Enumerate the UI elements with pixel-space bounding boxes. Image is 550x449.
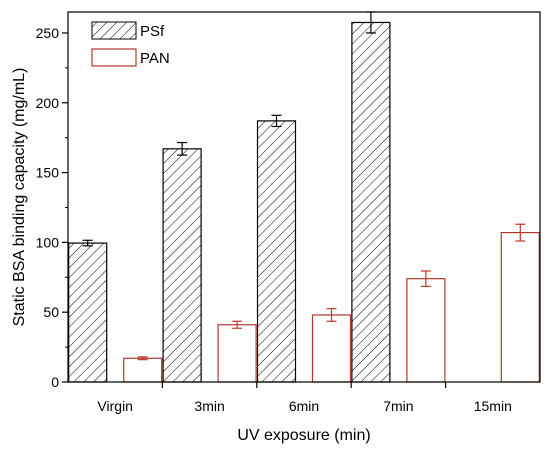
error-bars-layer (82, 11, 526, 361)
y-tick-label-200: 200 (36, 95, 60, 111)
error-bar-pan-6min (326, 308, 337, 322)
error-bar-psf-6min (271, 114, 282, 128)
legend-label-pan: PAN (140, 50, 170, 67)
y-tick-label-150: 150 (36, 165, 60, 181)
y-tick-label-0: 0 (51, 374, 59, 390)
error-bar-psf-virgin (82, 239, 93, 247)
error-bar-pan-15min (515, 223, 526, 242)
x-tick-label-6min: 6min (289, 398, 319, 414)
x-tick-label-15min: 15min (474, 398, 512, 414)
legend-swatch-pan (91, 48, 137, 67)
error-bar-pan-7min (420, 270, 431, 287)
x-tick-label-3min: 3min (194, 398, 224, 414)
x-axis-title: UV exposure (min) (237, 427, 370, 444)
y-tick-label-100: 100 (36, 234, 60, 250)
legend-swatch-psf (91, 21, 137, 40)
legend-label-psf: PSf (140, 23, 165, 40)
bar-psf-6min (256, 120, 297, 383)
error-bar-pan-virgin (137, 356, 148, 361)
plot-frame (67, 11, 541, 383)
bar-pan-3min (217, 324, 257, 383)
bar-pan-6min (311, 314, 352, 383)
bar-pan-15min (500, 232, 540, 383)
bar-pan-virgin (123, 357, 163, 383)
bar-psf-7min (351, 21, 391, 383)
bar-pan-7min (406, 278, 446, 383)
y-axis-ticks: 0 50 100 150 200 250 (36, 25, 68, 390)
x-tick-label-7min: 7min (383, 398, 413, 414)
legend: PSf PAN (91, 21, 170, 67)
bar-psf-virgin (68, 242, 108, 383)
error-bar-psf-3min (177, 141, 188, 156)
error-bar-pan-3min (232, 320, 243, 329)
y-axis-title: Static BSA binding capacity (mg/mL) (11, 68, 28, 327)
y-tick-label-250: 250 (36, 25, 60, 41)
x-tick-label-virgin: Virgin (97, 398, 133, 414)
bars-layer (68, 21, 540, 383)
y-tick-label-50: 50 (43, 304, 59, 320)
bar-psf-3min (162, 148, 202, 383)
x-axis-ticks: Virgin 3min 6min 7min 15min (97, 382, 512, 414)
